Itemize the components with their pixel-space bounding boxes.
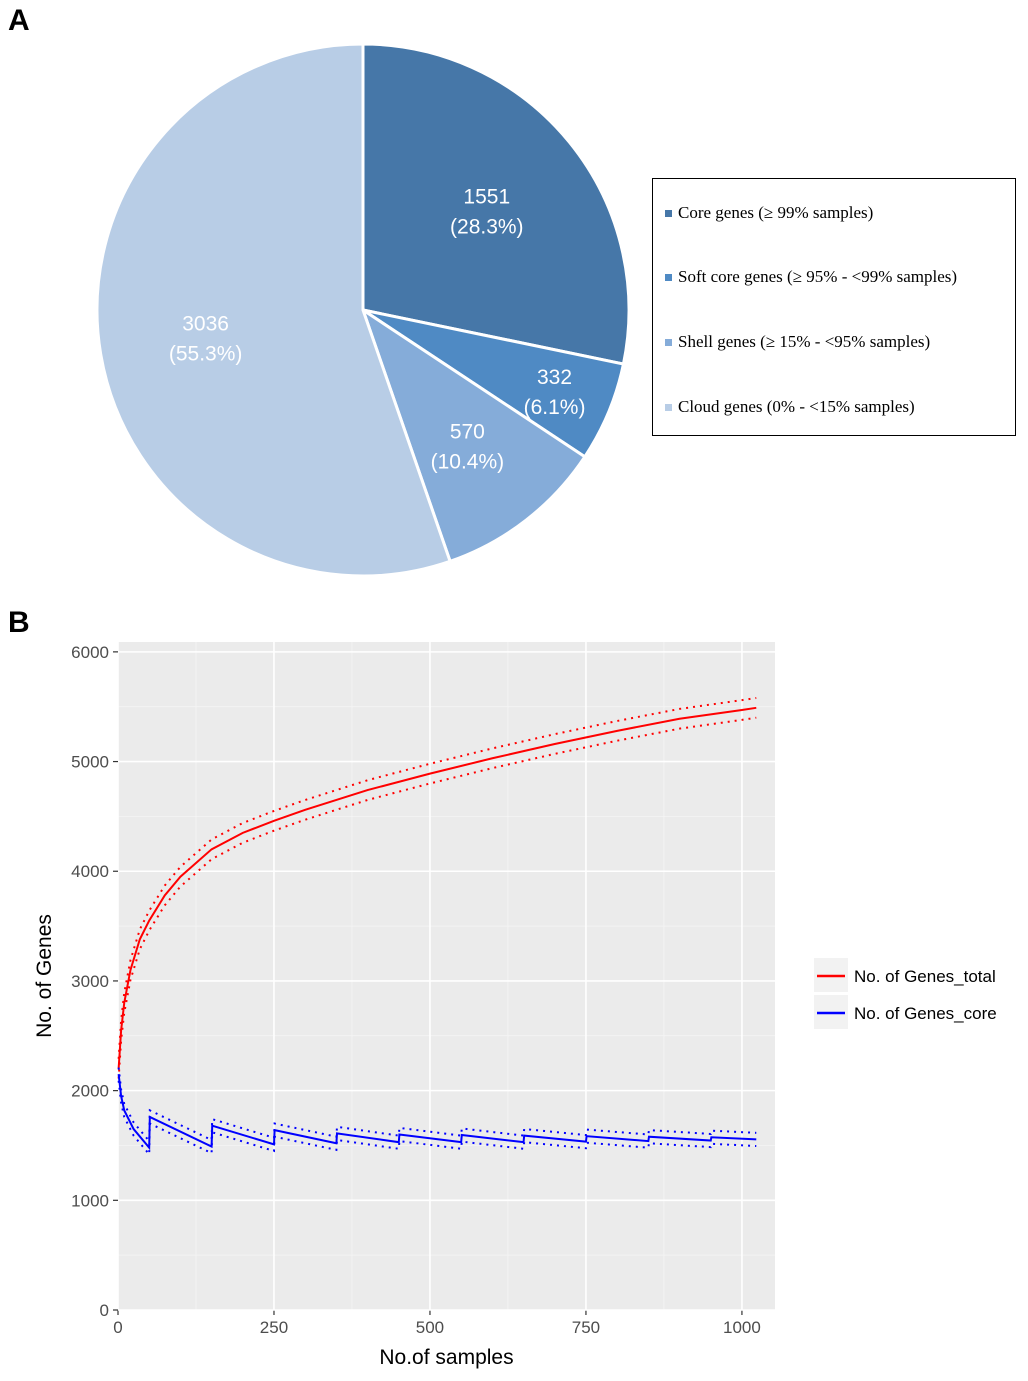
confidence-band-upper	[117, 1067, 757, 1144]
confidence-band-upper	[117, 696, 757, 1059]
legend-swatch	[665, 338, 672, 346]
legend-swatch	[665, 209, 672, 217]
legend-swatch	[665, 403, 672, 411]
series-line	[117, 706, 757, 1069]
y-tick-label: 3000	[71, 972, 109, 991]
slice-percent-label: (55.3%)	[169, 343, 243, 366]
pie-slice	[95, 42, 453, 578]
legend-item-cloud: Cloud genes (0% - <15% samples)	[665, 397, 915, 417]
y-tick-label: 5000	[71, 753, 109, 772]
pie-slice	[361, 42, 631, 366]
slice-value-label: 332	[537, 366, 572, 389]
x-tick-label: 500	[416, 1318, 444, 1337]
slice-percent-label: (6.1%)	[524, 396, 586, 419]
confidence-band-lower	[117, 716, 757, 1079]
confidence-band-lower	[117, 1080, 757, 1157]
y-tick-label: 1000	[71, 1191, 109, 1210]
x-tick-label: 0	[113, 1318, 122, 1337]
legend-label: Shell genes (≥ 15% - <95% samples)	[678, 332, 931, 351]
plot-panel	[118, 642, 775, 1310]
legend-key	[814, 995, 848, 1029]
legend-label: Soft core genes (≥ 95% - <99% samples)	[678, 267, 958, 286]
x-tick-label: 750	[572, 1318, 600, 1337]
legend-label: Core genes (≥ 99% samples)	[678, 203, 874, 222]
y-tick-label: 4000	[71, 862, 109, 881]
x-tick-label: 250	[260, 1318, 288, 1337]
slice-value-label: 3036	[182, 313, 229, 336]
legend-item-soft-core: Soft core genes (≥ 95% - <99% samples)	[665, 267, 957, 287]
slice-percent-label: (28.3%)	[450, 215, 524, 238]
y-tick-label: 6000	[71, 643, 109, 662]
series-line	[117, 1074, 757, 1151]
y-tick-label: 2000	[71, 1082, 109, 1101]
y-axis-title: No. of Genes	[33, 914, 56, 1038]
panel-label-a: A	[8, 4, 30, 37]
legend-item-shell: Shell genes (≥ 15% - <95% samples)	[665, 332, 930, 352]
legend-label: Cloud genes (0% - <15% samples)	[678, 397, 915, 416]
panel-label-b: B	[8, 606, 30, 639]
legend-key	[814, 958, 848, 992]
y-tick-label: 0	[100, 1301, 109, 1320]
slice-value-label: 1551	[463, 185, 510, 208]
pie-slice	[360, 306, 587, 564]
legend-swatch	[665, 273, 672, 281]
pie-chart: 1551 (28.3%) 332 (6.1%) 570 (10.4%) 3036 (55.3%…	[95, 42, 631, 578]
x-tick-label: 1000	[723, 1318, 761, 1337]
legend-label: No. of Genes_total	[854, 967, 996, 986]
legend-label: No. of Genes_core	[854, 1004, 997, 1023]
slice-value-label: 570	[450, 420, 485, 443]
x-axis-title: No.of samples	[379, 1346, 513, 1369]
legend-item-core: Core genes (≥ 99% samples)	[665, 203, 873, 223]
pie-legend: Core genes (≥ 99% samples) Soft core gen…	[652, 178, 1016, 436]
slice-percent-label: (10.4%)	[431, 450, 505, 473]
